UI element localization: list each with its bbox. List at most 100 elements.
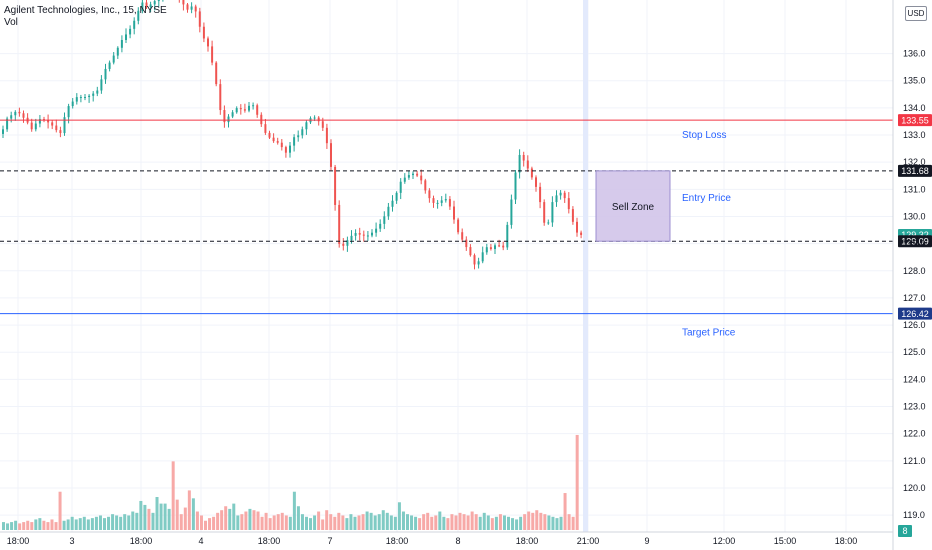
y-tick-label: 134.0 — [903, 103, 926, 113]
x-tick-label: 18:00 — [516, 536, 539, 546]
y-tick-label: 131.0 — [903, 184, 926, 194]
annotation-entry: Entry Price — [682, 193, 731, 204]
candle-body — [59, 130, 62, 134]
candle-body — [379, 223, 382, 229]
volume-badge-text: 8 — [902, 526, 907, 536]
volume-badge[interactable] — [898, 525, 912, 537]
volume-bar — [397, 502, 401, 530]
volume-bar — [385, 512, 389, 530]
volume-bar — [6, 523, 10, 530]
volume-bar — [325, 510, 329, 530]
candle-body — [432, 198, 435, 203]
volume-bar — [50, 519, 54, 530]
candle-body — [514, 172, 517, 200]
candle-body — [264, 124, 267, 133]
candle-body — [576, 221, 578, 233]
volume-bar — [401, 511, 405, 530]
candle-body — [448, 199, 451, 207]
volume-bar — [260, 516, 264, 530]
candle-body — [137, 10, 140, 21]
volume-bar — [131, 511, 135, 530]
price-badge-stop-loss[interactable] — [898, 114, 932, 127]
x-axis[interactable]: 18:00 3 18:00 4 18:00 7 18:00 8 18:00 21:00 9 12:00… — [0, 531, 893, 546]
volume-bar — [232, 503, 236, 530]
sell-zone-box[interactable] — [595, 170, 671, 242]
volume-bar — [179, 514, 183, 530]
volume-bar — [216, 512, 220, 530]
volume-bar — [414, 516, 418, 530]
price-badge-entry[interactable] — [898, 164, 932, 177]
volume-bar — [111, 514, 115, 530]
y-tick-label: 121.0 — [903, 456, 926, 466]
volume-bar — [478, 516, 482, 530]
volume-bar — [42, 520, 46, 530]
volume-bar — [288, 516, 292, 530]
price-badge-target[interactable] — [898, 307, 932, 320]
volume-bar — [103, 518, 106, 530]
candle-body — [399, 181, 402, 193]
volume-bar — [393, 516, 397, 530]
candle-body — [211, 46, 214, 63]
candle-body — [530, 168, 533, 178]
candle-body — [473, 255, 476, 265]
annotation-target: Target Price — [682, 328, 736, 339]
x-tick-label: 8 — [455, 536, 460, 546]
candle-body — [280, 142, 283, 148]
volume-bar — [159, 503, 163, 530]
x-tick-label: 4 — [198, 536, 203, 546]
chart-title: Agilent Technologies, Inc., 15, NYSE — [4, 5, 167, 16]
volume-bar — [86, 519, 90, 530]
candle-body — [321, 121, 324, 128]
x-tick-label: 18:00 — [130, 536, 153, 546]
volume-bar — [151, 512, 155, 530]
y-axis[interactable]: 136.0 135.0 134.0 133.0 132.0 131.0 130.0 129.0… — [892, 0, 926, 550]
currency-badge[interactable]: USD — [905, 6, 927, 21]
price-badge-text: 131.68 — [901, 166, 929, 176]
volume-bar — [357, 515, 361, 530]
candle-body — [202, 26, 205, 39]
candle-body — [186, 4, 189, 10]
volume-bar — [296, 506, 300, 530]
candle-body — [420, 175, 423, 181]
candle-body — [243, 109, 246, 111]
volume-bar — [119, 516, 123, 530]
candle-body — [51, 122, 54, 126]
candle-body — [358, 233, 361, 235]
candle-body — [252, 105, 255, 107]
volume-bar — [498, 514, 502, 530]
volume-bar — [543, 514, 547, 530]
volume-bar — [74, 519, 78, 530]
candle-body — [182, 0, 185, 5]
candle-body — [383, 216, 386, 224]
volume-bar — [535, 510, 539, 530]
candle-body — [67, 106, 70, 118]
candle-body — [100, 79, 103, 91]
price-candles[interactable] — [2, 0, 583, 270]
candle-body — [436, 202, 439, 204]
candle-body — [522, 154, 525, 161]
candle-body — [424, 180, 427, 191]
price-badge-sell-zone-bottom[interactable] — [898, 235, 932, 248]
candle-body — [112, 55, 115, 63]
volume-bar — [389, 515, 393, 530]
candle-body — [387, 206, 390, 217]
sell-zone[interactable] — [595, 170, 671, 242]
volume-bar — [62, 520, 66, 530]
volume-bar — [280, 512, 284, 530]
volume-bar — [490, 518, 494, 530]
candle-body — [2, 129, 4, 134]
candle-body — [63, 117, 66, 134]
candle-body — [498, 245, 501, 247]
candle-body — [125, 34, 127, 40]
candle-body — [248, 105, 250, 111]
volume-bar — [175, 499, 179, 530]
volume-bar — [212, 516, 216, 530]
volume-bar — [551, 516, 555, 530]
candle-body — [75, 97, 78, 102]
candle-body — [79, 97, 82, 99]
volume-bar — [313, 515, 317, 530]
price-badge-text: 133.55 — [901, 115, 929, 125]
price-badge-text: 129.32 — [901, 230, 929, 240]
